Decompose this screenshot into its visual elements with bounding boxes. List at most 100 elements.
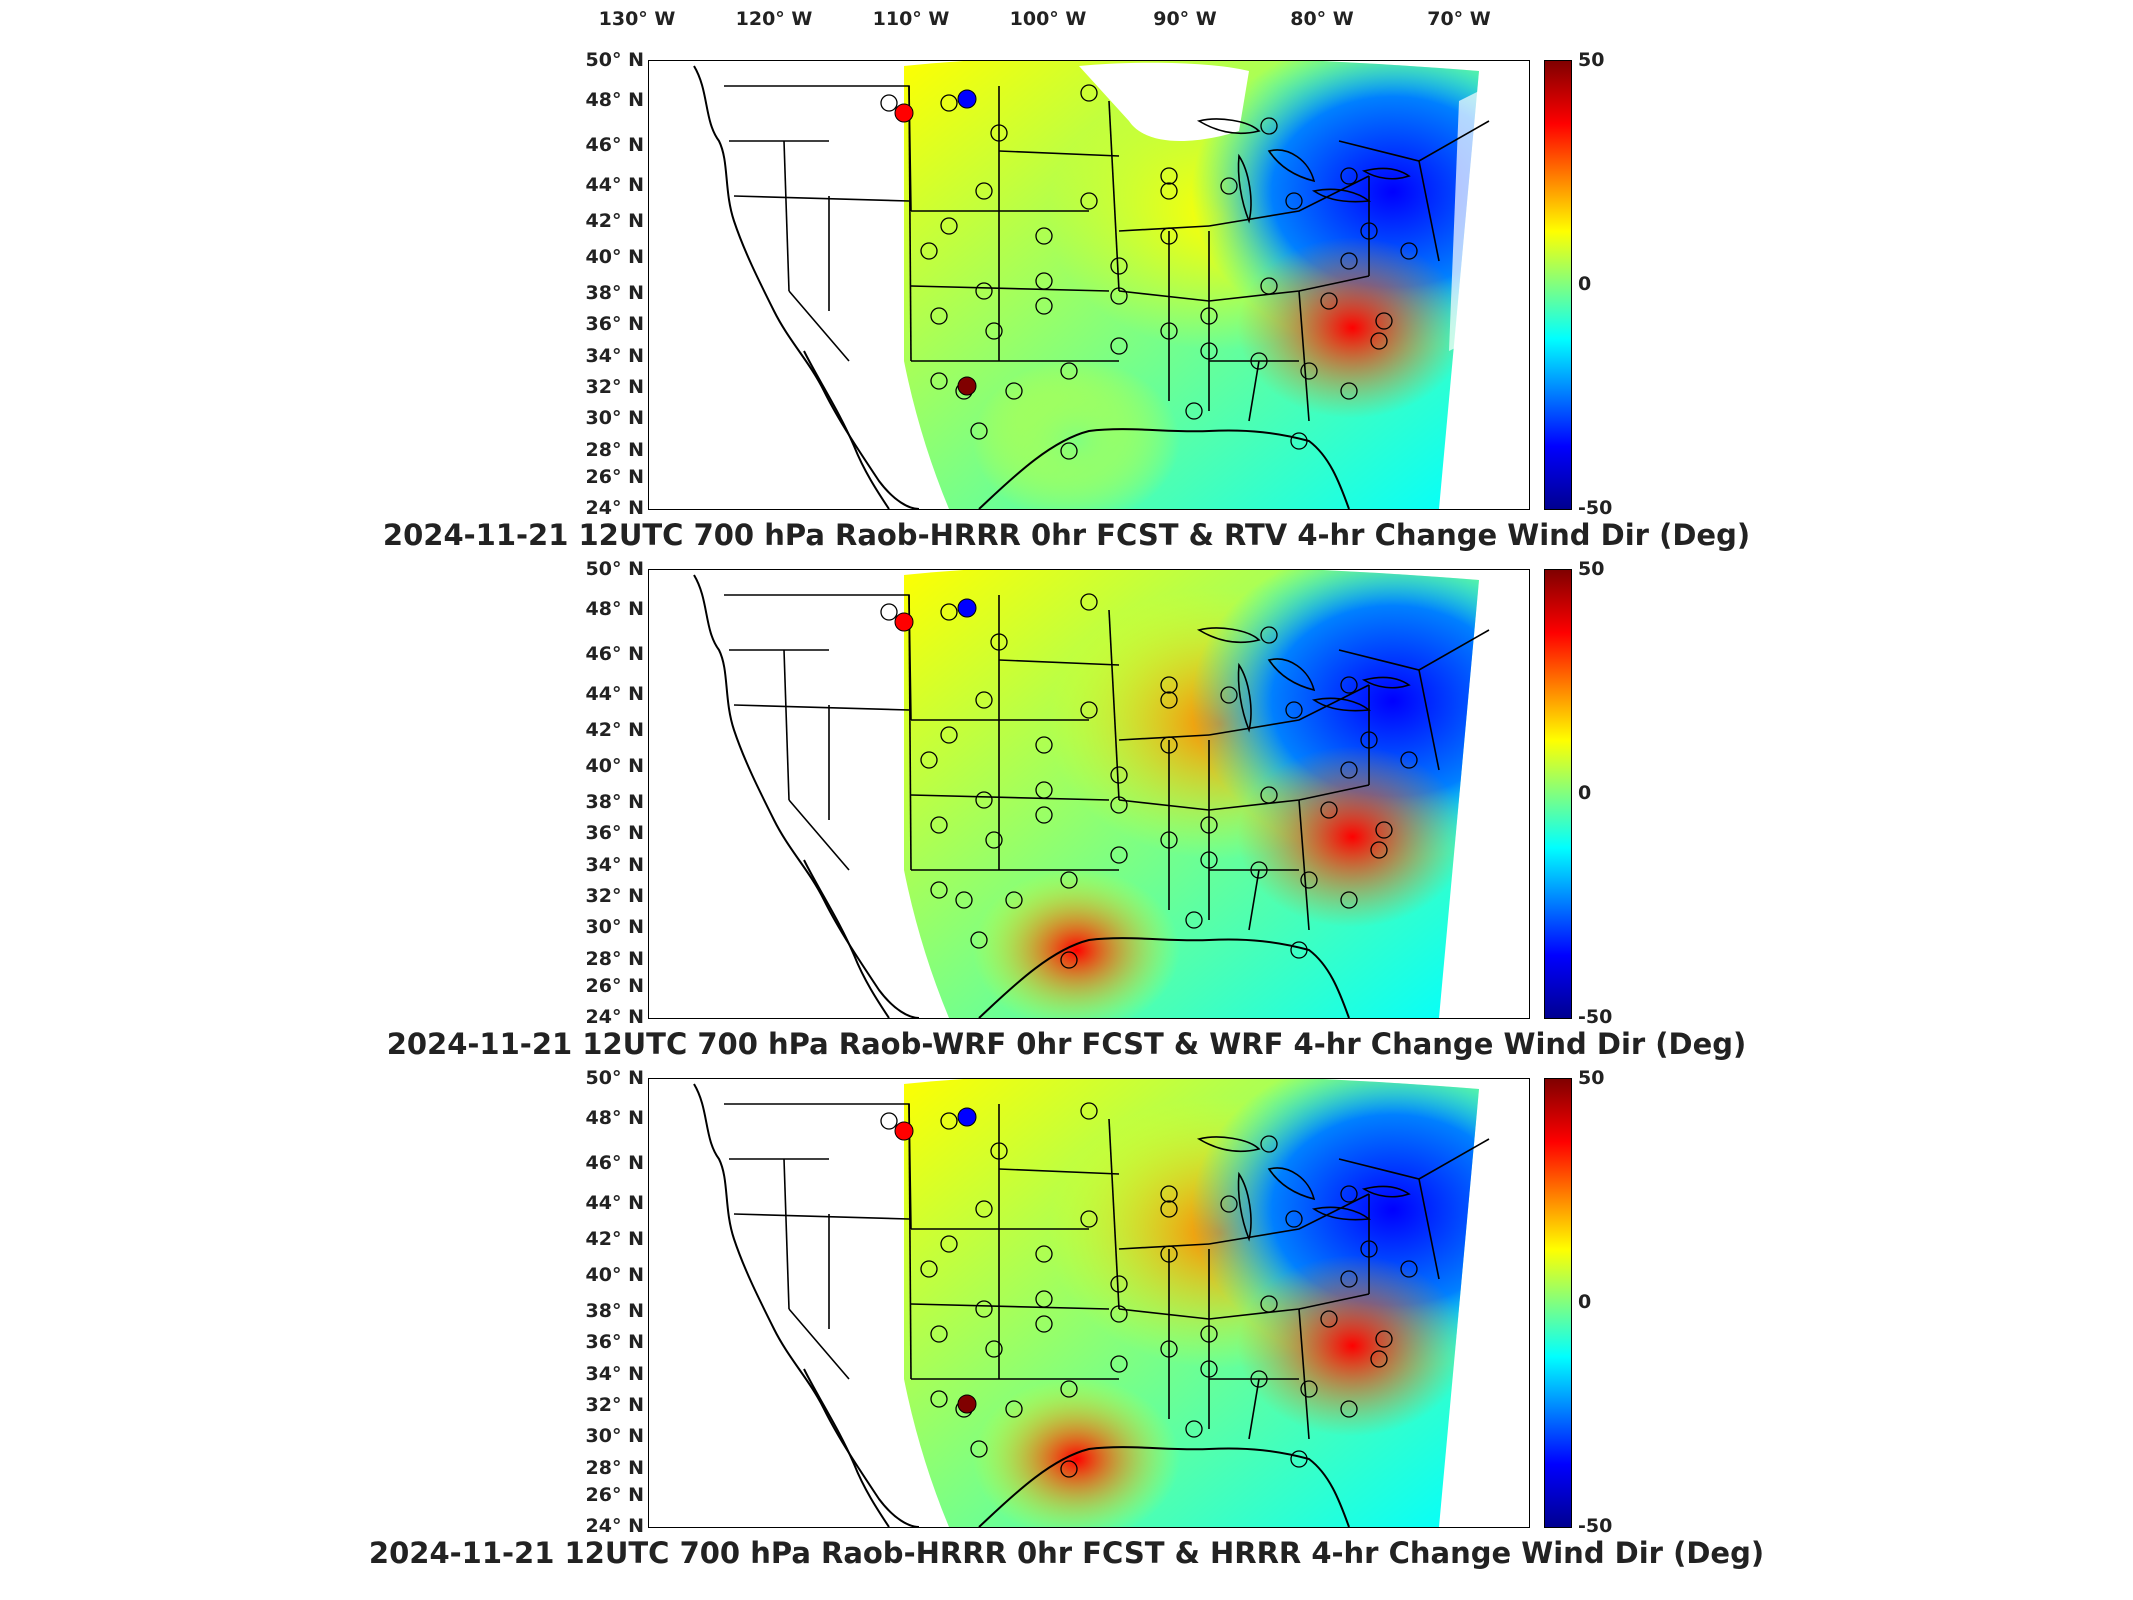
raob-station-marker [1370,1350,1388,1368]
longitude-tick-label: 100° W [1009,8,1087,30]
raob-station-marker [1250,861,1268,879]
coastline [693,1083,920,1527]
raob-station-marker [1035,1290,1053,1308]
raob-station-marker [1160,691,1178,709]
southwest-anomaly [904,570,1479,1018]
raob-station-marker [1160,1185,1178,1203]
latitude-tick-label: 46° N [585,643,644,665]
raob-station-marker [1375,312,1393,330]
raob-station-marker [940,1235,958,1253]
map-plot-area [648,60,1530,510]
raob-station-marker [1110,337,1128,355]
raob-station-marker [1110,1275,1128,1293]
coastline [803,350,890,509]
raob-station-marker [1260,1295,1278,1313]
raob-station-marker [1200,1360,1218,1378]
raob-station-marker [1160,676,1178,694]
raob-station-marker [1035,806,1053,824]
latitude-tick-label: 48° N [585,598,644,620]
state-border [1248,1378,1260,1440]
latitude-tick-label: 38° N [585,1300,644,1322]
raob-station-marker [975,691,993,709]
raob-station-marker [940,94,958,112]
raob-station-marker [930,1325,948,1343]
raob-station-marker [1340,252,1358,270]
latitude-tick-label: 26° N [585,975,644,997]
raob-station-marker [930,881,948,899]
raob-station-marker [1375,821,1393,839]
longitude-tick-label: 70° W [1427,8,1491,30]
state-border [733,704,910,711]
latitude-tick-label: 34° N [585,345,644,367]
state-border [1208,1193,1370,1245]
longitude-axis: 130° W 120° W 110° W 100° W 90° W 80° W 70° W [0,0,2133,40]
raob-station-marker [1110,287,1128,305]
colorbar-tick-label: -50 [1578,1515,1613,1537]
state-border [1118,784,1370,811]
latitude-tick-label: 38° N [585,791,644,813]
state-border [1208,684,1370,736]
raob-station-marker [1110,1305,1128,1323]
raob-station-marker [1290,1450,1308,1468]
state-border [1108,100,1120,292]
southwest-anomaly [904,61,1479,509]
raob-station-marker [1035,1245,1053,1263]
raob-station-marker [1285,701,1303,719]
state-border [910,1303,1110,1310]
latitude-tick-label: 32° N [585,885,644,907]
raob-station-marker [1080,84,1098,102]
latitude-tick-label: 46° N [585,1152,644,1174]
raob-station-marker [1220,686,1238,704]
lake-outline [1196,1136,1261,1153]
raob-station-marker [1340,382,1358,400]
raob-station-marker [1185,911,1203,929]
raob-station-marker [970,422,988,440]
raob-station-marker [1320,1310,1338,1328]
raob-station-marker [1060,871,1078,889]
coastline [978,937,1350,1018]
raob-station-marker [1400,1260,1418,1278]
raob-station-marker [1290,941,1308,959]
raob-station-marker [1360,731,1378,749]
raob-station-marker [940,217,958,235]
latitude-tick-label: 42° N [585,1228,644,1250]
raob-station-marker [1340,891,1358,909]
raob-station-marker [1160,1200,1178,1218]
latitude-tick-label: 36° N [585,313,644,335]
raob-station-marker [1160,736,1178,754]
raob-station-marker [1080,593,1098,611]
raob-station-marker [930,372,948,390]
raob-station-marker [957,598,977,618]
raob-station-marker [1320,801,1338,819]
latitude-tick-label: 42° N [585,210,644,232]
latitude-tick-label: 32° N [585,1394,644,1416]
raob-station-marker [1340,1270,1358,1288]
coastline [693,65,920,509]
state-border [1418,1178,1440,1280]
raob-station-marker [1200,342,1218,360]
raob-station-marker [940,1112,958,1130]
colorbar-tick-label: 50 [1578,1067,1605,1089]
lake-outline [1311,1206,1372,1221]
panel-caption: 2024-11-21 12UTC 700 hPa Raob-HRRR 0hr F… [382,518,1751,552]
raob-station-marker [1250,352,1268,370]
state-border [1418,160,1440,262]
latitude-tick-label: 50° N [585,49,644,71]
state-border [1118,734,1210,741]
raob-station-marker [1160,831,1178,849]
raob-station-marker [1110,846,1128,864]
panel-caption: 2024-11-21 12UTC 700 hPa Raob-WRF 0hr FC… [386,1027,1747,1061]
longitude-tick-label: 120° W [735,8,813,30]
state-border [910,285,1110,292]
raob-station-marker [1035,781,1053,799]
lake-outline [1311,188,1372,203]
raob-station-marker [930,816,948,834]
colorbar-tick-label: -50 [1578,1006,1613,1028]
state-border [724,594,912,721]
latitude-tick-label: 28° N [585,948,644,970]
lake-outline [1237,153,1252,224]
missing-data-region [1079,62,1249,141]
lake-outline [1361,1185,1411,1198]
longitude-tick-label: 110° W [872,8,950,30]
raob-station-marker [880,603,898,621]
